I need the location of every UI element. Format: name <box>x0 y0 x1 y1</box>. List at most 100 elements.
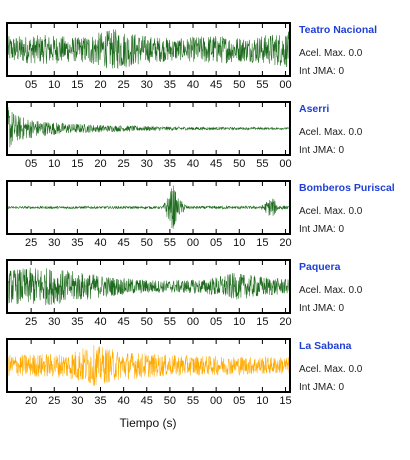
seismogram-trace <box>8 185 289 229</box>
peak-acceleration: Acel. Max. 0.0 <box>299 206 363 217</box>
x-axis-tick-label: 45 <box>140 395 153 407</box>
x-axis-tick-label: 00 <box>186 237 200 249</box>
x-axis-tick-label: 35 <box>163 79 177 91</box>
x-axis-tick-label: 25 <box>117 158 130 170</box>
seismogram-panel <box>6 338 291 393</box>
x-axis-ticks: 25 30 35 40 45 50 55 00 05 10 15 20 <box>6 314 292 332</box>
x-axis-tick-label: 50 <box>163 395 177 407</box>
x-axis-tick-label: 05 <box>233 395 246 407</box>
x-axis-tick-label: 05 <box>210 237 223 249</box>
seismogram-panel <box>6 259 291 314</box>
jma-intensity: Int JMA: 0 <box>299 224 345 235</box>
seismogram-trace <box>8 29 289 69</box>
x-axis-ticks: 05 10 15 20 25 30 35 40 45 50 55 00 <box>6 77 292 95</box>
x-axis-tick-label: 00 <box>210 395 223 407</box>
x-axis-tick-label: 10 <box>48 79 61 91</box>
jma-intensity: Int JMA: 0 <box>299 66 345 77</box>
station-name: Paquera <box>299 261 341 273</box>
x-axis-tick-label: 10 <box>256 395 269 407</box>
x-axis-tick-label: 20 <box>94 158 107 170</box>
x-axis-tick-label: 50 <box>233 158 246 170</box>
x-axis-tick-label: 15 <box>279 395 292 407</box>
station-row: 25 30 35 40 45 50 55 00 05 10 15 20 Paquera Acel. Max… <box>0 259 410 339</box>
x-axis-tick-label: 40 <box>186 158 200 170</box>
station-name: La Sabana <box>299 340 352 352</box>
x-axis-tick-label: 55 <box>186 395 200 407</box>
x-axis-tick-label: 40 <box>117 395 130 407</box>
x-axis-tick-label: 55 <box>163 237 177 249</box>
x-axis-ticks: 20 25 30 35 40 45 50 55 00 05 10 15 <box>6 393 292 411</box>
x-axis-title: Tiempo (s) <box>119 416 177 430</box>
x-axis-tick-label: 35 <box>71 316 84 328</box>
peak-acceleration: Acel. Max. 0.0 <box>299 364 363 375</box>
x-axis-tick-label: 40 <box>94 316 107 328</box>
x-axis-tick-label: 55 <box>163 316 177 328</box>
x-axis-tick-label: 30 <box>71 395 84 407</box>
seismogram-trace <box>8 267 289 306</box>
jma-intensity: Int JMA: 0 <box>299 145 345 156</box>
x-axis-tick-label: 05 <box>25 79 38 91</box>
x-axis-ticks: 25 30 35 40 45 50 55 00 05 10 15 20 <box>6 235 292 253</box>
x-axis-tick-label: 50 <box>140 237 153 249</box>
x-axis-tick-label: 50 <box>233 79 246 91</box>
x-axis-ticks: 05 10 15 20 25 30 35 40 45 50 55 00 <box>6 156 292 174</box>
station-row: 20 25 30 35 40 45 50 55 00 05 10 15 La Sabana Acel. M… <box>0 338 410 418</box>
x-axis-tick-label: 45 <box>117 316 130 328</box>
seismogram-trace <box>8 107 289 148</box>
x-axis-tick-label: 10 <box>233 237 246 249</box>
x-axis-tick-label: 25 <box>48 395 61 407</box>
x-axis-tick-label: 00 <box>279 158 292 170</box>
jma-intensity: Int JMA: 0 <box>299 382 345 393</box>
x-axis-tick-label: 05 <box>210 316 223 328</box>
x-axis-tick-label: 15 <box>256 237 269 249</box>
seismogram-trace-svg <box>8 340 289 391</box>
x-axis-tick-label: 40 <box>94 237 107 249</box>
seismogram-panel <box>6 101 291 156</box>
station-row: 05 10 15 20 25 30 35 40 45 50 55 00 Aserri Acel. Max.… <box>0 101 410 181</box>
x-axis-tick-label: 35 <box>71 237 84 249</box>
x-axis-tick-label: 20 <box>279 237 292 249</box>
x-axis-tick-label: 30 <box>48 237 61 249</box>
x-axis-tick-label: 00 <box>186 316 200 328</box>
x-axis-tick-label: 25 <box>25 316 38 328</box>
x-axis-tick-label: 45 <box>210 158 223 170</box>
x-axis-tick-label: 05 <box>25 158 38 170</box>
station-name: Teatro Nacional <box>299 24 377 36</box>
x-axis-tick-label: 30 <box>48 316 61 328</box>
station-row: 25 30 35 40 45 50 55 00 05 10 15 20 Bomberos Purisca… <box>0 180 410 260</box>
station-name: Bomberos Puriscal <box>299 182 395 194</box>
x-axis-tick-label: 25 <box>25 237 38 249</box>
x-axis-tick-label: 15 <box>71 158 84 170</box>
x-axis-tick-label: 20 <box>279 316 292 328</box>
x-axis-tick-label: 30 <box>140 79 153 91</box>
x-axis-tick-label: 55 <box>256 158 269 170</box>
x-axis-tick-label: 35 <box>94 395 107 407</box>
seismogram-panel <box>6 180 291 235</box>
jma-intensity: Int JMA: 0 <box>299 303 345 314</box>
x-axis-tick-label: 45 <box>210 79 223 91</box>
station-row: 05 10 15 20 25 30 35 40 45 50 55 00 Teatro Nacional A… <box>0 22 410 102</box>
seismogram-trace-svg <box>8 103 289 154</box>
x-axis-tick-label: 50 <box>140 316 153 328</box>
x-axis-tick-label: 35 <box>163 158 177 170</box>
x-axis-tick-label: 25 <box>117 79 130 91</box>
seismogram-trace <box>8 345 289 386</box>
seismogram-trace-svg <box>8 24 289 75</box>
seismogram-panel <box>6 22 291 77</box>
seismogram-trace-svg <box>8 261 289 312</box>
station-name: Aserri <box>299 103 330 115</box>
x-axis-tick-label: 20 <box>94 79 107 91</box>
x-axis-tick-label: 55 <box>256 79 269 91</box>
peak-acceleration: Acel. Max. 0.0 <box>299 285 363 296</box>
x-axis-tick-label: 15 <box>71 79 84 91</box>
x-axis-tick-label: 30 <box>140 158 153 170</box>
seismogram-trace-svg <box>8 182 289 233</box>
peak-acceleration: Acel. Max. 0.0 <box>299 127 363 138</box>
x-axis-tick-label: 20 <box>25 395 38 407</box>
x-axis-tick-label: 45 <box>117 237 130 249</box>
peak-acceleration: Acel. Max. 0.0 <box>299 48 363 59</box>
x-axis-tick-label: 00 <box>279 79 292 91</box>
x-axis-tick-label: 15 <box>256 316 269 328</box>
x-axis-tick-label: 10 <box>48 158 61 170</box>
